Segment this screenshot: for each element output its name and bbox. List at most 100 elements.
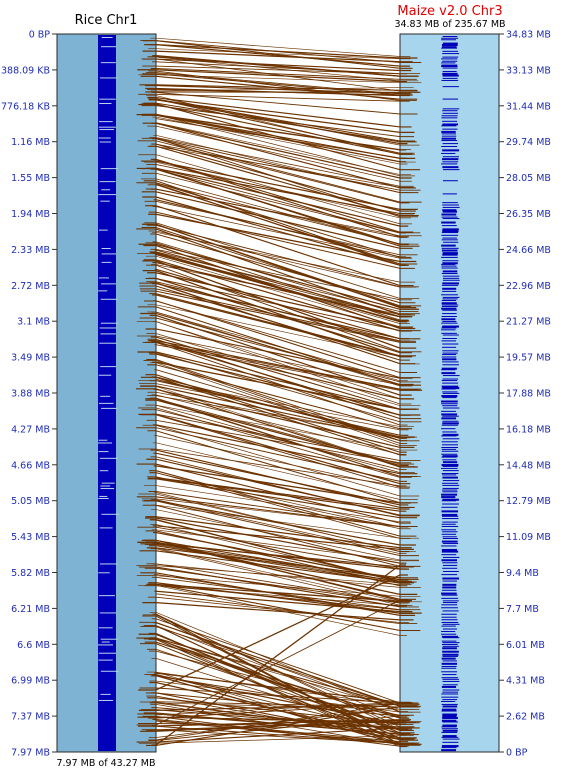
right-gene-mark — [441, 559, 457, 562]
right-gene-mark — [442, 531, 458, 533]
right-gene-mark — [442, 498, 459, 501]
right-gene-mark — [441, 533, 457, 535]
right-gene-mark — [442, 521, 458, 523]
synteny-link — [140, 643, 419, 741]
left-tick-label: 388.09 KB — [1, 65, 50, 76]
synteny-link — [154, 249, 413, 318]
synteny-link — [138, 243, 419, 310]
synteny-link — [140, 543, 419, 580]
synteny-link — [150, 189, 422, 237]
synteny-link — [144, 222, 420, 299]
synteny-link — [150, 519, 408, 583]
synteny-link — [148, 352, 422, 423]
left-gene-gap — [100, 77, 118, 79]
synteny-link — [152, 61, 421, 74]
left-gene-gap — [100, 322, 118, 324]
synteny-link — [137, 69, 408, 83]
synteny-link — [148, 545, 410, 584]
right-gene-mark — [441, 635, 459, 638]
synteny-link — [139, 317, 421, 383]
right-gene-mark — [441, 464, 459, 467]
right-gene-mark — [442, 108, 460, 110]
right-gene-mark — [441, 550, 459, 553]
synteny-link — [150, 233, 416, 304]
right-gene-mark — [442, 589, 457, 591]
right-gene-mark — [441, 413, 458, 416]
left-gene-gap — [101, 513, 120, 515]
synteny-link — [154, 590, 413, 613]
synteny-link — [146, 72, 413, 95]
right-gene-mark — [442, 350, 459, 352]
right-gene-mark — [441, 510, 459, 513]
right-gene-mark — [442, 252, 458, 255]
synteny-link — [141, 178, 419, 245]
right-gene-mark — [441, 234, 459, 236]
right-gene-mark — [442, 556, 460, 558]
right-gene-mark — [442, 346, 457, 348]
right-gene-mark — [442, 724, 457, 727]
right-gene-mark — [442, 161, 459, 163]
right-gene-mark — [441, 554, 457, 556]
right-gene-mark — [442, 270, 458, 273]
left-gene-gap — [98, 627, 113, 629]
right-gene-mark — [442, 72, 458, 75]
right-tick-label: 34.83 MB — [506, 30, 551, 41]
right-gene-mark — [442, 296, 460, 298]
right-gene-mark — [442, 209, 457, 212]
right-tick-label: 24.66 MB — [506, 245, 551, 256]
right-gene-mark — [442, 484, 460, 486]
synteny-link — [152, 241, 420, 315]
right-gene-mark — [442, 206, 460, 208]
right-gene-mark — [442, 228, 459, 231]
synteny-link — [143, 102, 417, 143]
left-tick-label: 2.33 MB — [11, 245, 50, 256]
right-gene-mark — [442, 623, 460, 625]
right-gene-mark — [442, 705, 458, 708]
right-gene-mark — [442, 364, 459, 366]
synteny-link — [139, 84, 418, 91]
right-gene-mark — [441, 79, 459, 81]
right-gene-mark — [441, 529, 456, 531]
right-gene-mark — [442, 36, 458, 37]
right-gene-mark — [442, 321, 457, 323]
synteny-link — [141, 172, 407, 234]
left-gene-gap — [98, 652, 117, 654]
right-tick-label: 31.44 MB — [506, 101, 551, 112]
right-gene-mark — [442, 716, 458, 719]
synteny-link — [136, 228, 416, 316]
left-gene-gap — [99, 98, 116, 100]
right-gene-mark — [442, 518, 459, 520]
synteny-link — [137, 140, 410, 204]
synteny-link — [153, 622, 419, 707]
right-gene-mark — [442, 352, 458, 354]
left-tick-label: 776.18 KB — [1, 101, 50, 112]
synteny-link — [150, 87, 414, 92]
right-gene-mark — [441, 441, 458, 443]
synteny-link — [137, 351, 408, 410]
synteny-link — [151, 529, 419, 562]
left-tick-label: 7.97 MB — [11, 748, 50, 759]
synteny-link — [147, 338, 422, 420]
right-tick-label: 22.96 MB — [506, 281, 551, 292]
right-gene-mark — [442, 218, 460, 220]
right-gene-mark — [441, 643, 458, 645]
right-gene-mark — [441, 385, 459, 388]
right-gene-mark — [442, 735, 457, 738]
synteny-connectors — [136, 37, 422, 748]
left-gene-gap — [98, 277, 109, 279]
synteny-link — [145, 541, 417, 600]
right-gene-mark — [442, 143, 459, 145]
synteny-link — [150, 248, 413, 301]
left-gene-gap — [98, 659, 113, 661]
left-tick-label: 3.49 MB — [11, 353, 50, 364]
right-gene-mark — [442, 337, 457, 339]
right-gene-mark — [442, 210, 458, 213]
synteny-link — [138, 448, 407, 487]
right-gene-mark — [441, 574, 458, 576]
left-tick-label: 4.66 MB — [11, 460, 50, 471]
right-tick-label: 4.31 MB — [506, 676, 545, 687]
right-gene-mark — [442, 480, 460, 482]
right-gene-mark — [442, 298, 458, 300]
left-gene-gap — [101, 46, 117, 48]
right-gene-mark — [441, 613, 457, 615]
